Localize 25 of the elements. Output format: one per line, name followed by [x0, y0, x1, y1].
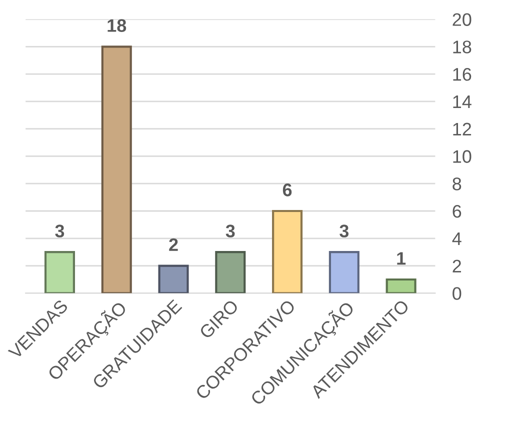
bar	[44, 251, 75, 294]
y-tick-label: 10	[453, 150, 472, 163]
data-label: 18	[108, 19, 126, 32]
y-tick-label: 12	[453, 122, 472, 136]
data-label: 3	[55, 224, 64, 238]
data-label: 6	[282, 184, 292, 196]
bar	[158, 264, 189, 294]
data-label: 2	[169, 238, 178, 251]
y-tick-label: 14	[453, 96, 472, 108]
bar	[328, 251, 360, 294]
y-tick-label: 8	[452, 178, 462, 190]
y-tick-label: 6	[452, 204, 462, 218]
y-tick-label: 0	[452, 287, 462, 300]
y-tick-label: 18	[453, 40, 472, 54]
bar	[101, 46, 132, 294]
y-tick-label: 2	[452, 260, 461, 272]
bar	[272, 210, 303, 294]
data-label: 3	[340, 224, 349, 238]
bar	[386, 278, 416, 294]
data-label: 3	[226, 224, 235, 238]
y-tick-label: 16	[453, 68, 472, 81]
y-tick-label: 20	[452, 13, 472, 26]
y-tick-label: 4	[452, 232, 462, 245]
bar	[215, 251, 246, 294]
data-label: 1	[397, 252, 406, 265]
